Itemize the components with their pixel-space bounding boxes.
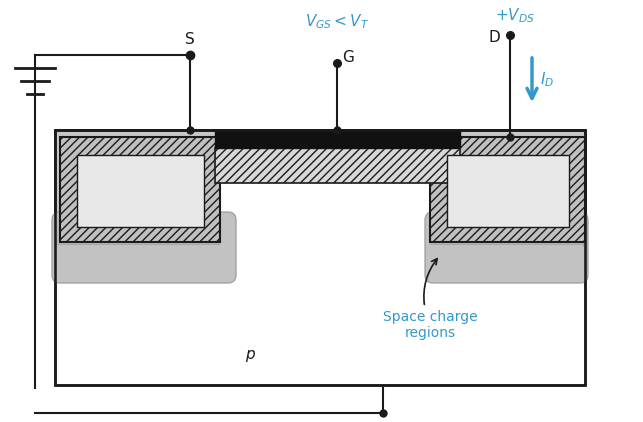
Text: S: S xyxy=(185,32,195,47)
Bar xyxy=(60,137,220,242)
Text: Space charge
regions: Space charge regions xyxy=(383,259,477,340)
FancyBboxPatch shape xyxy=(425,212,588,283)
Text: D: D xyxy=(488,30,500,45)
Bar xyxy=(55,130,585,245)
Bar xyxy=(55,130,585,385)
Bar xyxy=(55,130,585,385)
Bar xyxy=(430,137,585,242)
Text: $I_D$: $I_D$ xyxy=(540,70,554,89)
Bar xyxy=(220,183,430,245)
Bar xyxy=(77,155,204,227)
Text: p: p xyxy=(245,347,255,362)
Bar xyxy=(57,245,583,383)
Text: n$^+$: n$^+$ xyxy=(497,182,519,200)
Text: $V_{GS} < V_T$: $V_{GS} < V_T$ xyxy=(305,12,369,31)
Bar xyxy=(215,148,460,183)
Bar xyxy=(447,155,569,227)
Text: G: G xyxy=(342,49,354,65)
Text: $+V_{DS}$: $+V_{DS}$ xyxy=(495,6,535,25)
FancyBboxPatch shape xyxy=(52,212,236,283)
Bar xyxy=(215,130,460,148)
Text: n$^+$: n$^+$ xyxy=(130,182,151,200)
